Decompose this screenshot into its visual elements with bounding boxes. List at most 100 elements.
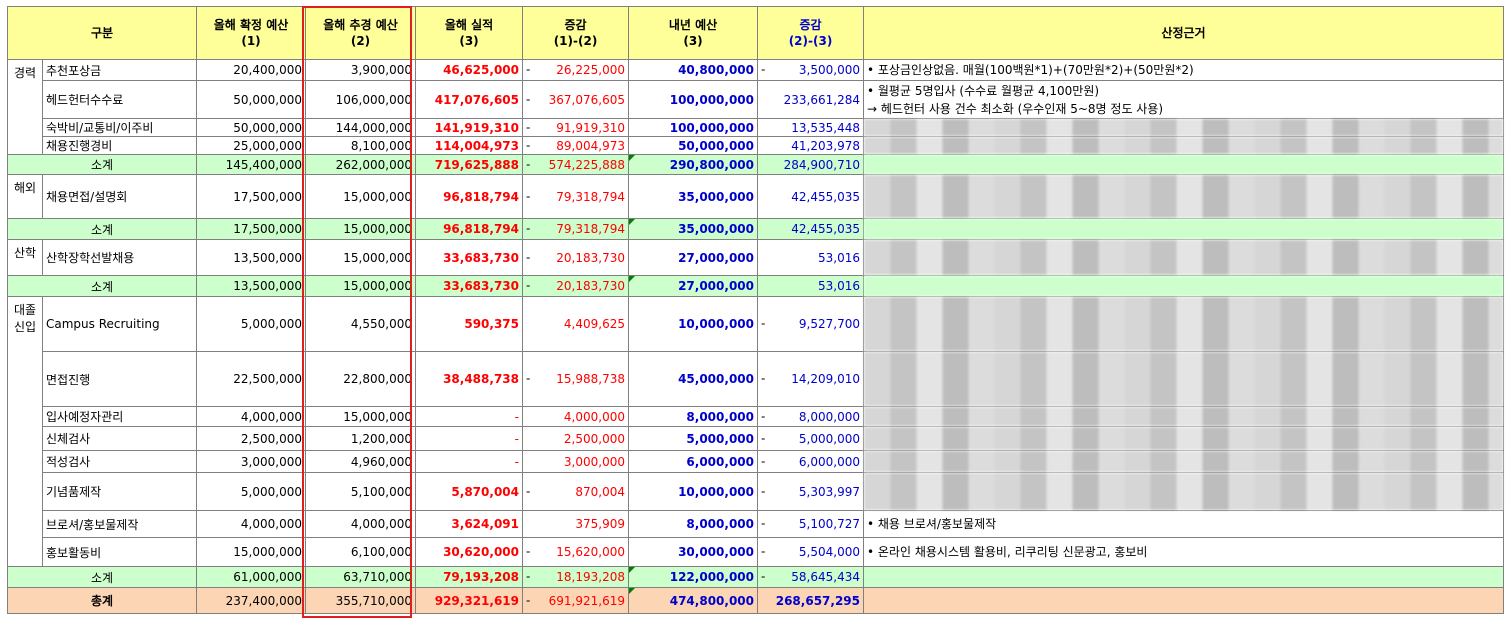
item-cell[interactable]: 홍보활동비 [42,537,197,567]
actual-cell[interactable]: 5,870,004 [415,472,523,511]
change1-cell[interactable]: 375,909 [522,510,629,538]
confirmed-cell[interactable]: 61,000,000 [196,566,306,588]
next-cell[interactable]: 474,800,000 [628,587,758,614]
change2-cell[interactable]: -8,000,000 [757,406,864,427]
header-confirmed-budget[interactable]: 올해 확정 예산 (1) [196,6,306,60]
change1-cell[interactable]: -367,076,605 [522,80,629,119]
revised-cell[interactable]: 4,960,000 [305,450,416,473]
change1-cell[interactable]: -26,225,000 [522,59,629,81]
actual-cell[interactable]: 719,625,888 [415,154,523,175]
total-row[interactable]: 총계 237,400,000 355,710,000 929,321,619 -… [7,587,1504,614]
change2-cell[interactable]: 41,203,978 [757,136,864,155]
revised-cell[interactable]: 262,000,000 [305,154,416,175]
table-row[interactable]: 입사예정자관리 4,000,000 15,000,000 - 4,000,000… [8,406,1504,427]
next-cell[interactable]: 27,000,000 [628,239,758,276]
revised-cell[interactable]: 63,710,000 [305,566,416,588]
next-cell[interactable]: 290,800,000 [628,154,758,175]
change2-cell[interactable]: -14,209,010 [757,351,864,407]
next-cell[interactable]: 10,000,000 [628,472,758,511]
change2-cell[interactable]: -6,000,000 [757,450,864,473]
category-grad[interactable]: 대졸 신입 [7,296,43,567]
header-actual[interactable]: 올해 실적 (3) [415,6,523,60]
change2-cell[interactable]: 53,016 [757,239,864,276]
next-cell[interactable]: 5,000,000 [628,426,758,451]
next-cell[interactable]: 10,000,000 [628,296,758,352]
change2-cell[interactable]: 233,661,284 [757,80,864,119]
basis-cell[interactable]: • 포상금인상없음. 매월(100백원*1)+(70만원*2)+(50만원*2) [863,59,1504,81]
item-cell[interactable]: 기념품제작 [42,472,197,511]
actual-cell[interactable]: 46,625,000 [415,59,523,81]
table-row[interactable]: 신체검사 2,500,000 1,200,000 - 2,500,000 5,0… [8,426,1504,451]
confirmed-cell[interactable]: 13,500,000 [196,275,306,297]
confirmed-cell[interactable]: 17,500,000 [196,218,306,240]
next-cell[interactable]: 8,000,000 [628,510,758,538]
item-cell[interactable]: 브로셔/홍보물제작 [42,510,197,538]
change1-cell[interactable]: -20,183,730 [522,275,629,297]
actual-cell[interactable]: 79,193,208 [415,566,523,588]
actual-cell[interactable]: 141,919,310 [415,118,523,137]
confirmed-cell[interactable]: 25,000,000 [196,136,306,155]
header-basis[interactable]: 산정근거 [863,6,1504,60]
change2-cell[interactable]: -5,504,000 [757,537,864,567]
actual-cell[interactable]: - [415,450,523,473]
change1-cell[interactable]: -91,919,310 [522,118,629,137]
change2-cell[interactable]: -5,000,000 [757,426,864,451]
change1-cell[interactable]: -691,921,619 [522,587,629,614]
header-next-budget[interactable]: 내년 예산 (3) [628,6,758,60]
confirmed-cell[interactable]: 5,000,000 [196,472,306,511]
actual-cell[interactable]: 96,818,794 [415,218,523,240]
table-row[interactable]: 면접진행 22,500,000 22,800,000 38,488,738 -1… [8,351,1504,407]
next-cell[interactable]: 40,800,000 [628,59,758,81]
revised-cell[interactable]: 22,800,000 [305,351,416,407]
basis-cell[interactable] [863,587,1504,614]
change1-cell[interactable]: -15,988,738 [522,351,629,407]
confirmed-cell[interactable]: 145,400,000 [196,154,306,175]
confirmed-cell[interactable]: 237,400,000 [196,587,306,614]
item-cell[interactable]: 헤드헌터수수료 [42,80,197,119]
change2-cell[interactable]: -5,100,727 [757,510,864,538]
change2-cell[interactable]: -58,645,434 [757,566,864,588]
confirmed-cell[interactable]: 3,000,000 [196,450,306,473]
revised-cell[interactable]: 6,100,000 [305,537,416,567]
table-row[interactable]: 산학 산학장학선발채용 13,500,000 15,000,000 33,683… [7,239,1504,276]
actual-cell[interactable]: - [415,406,523,427]
actual-cell[interactable]: 33,683,730 [415,239,523,276]
revised-cell[interactable]: 4,550,000 [305,296,416,352]
confirmed-cell[interactable]: 22,500,000 [196,351,306,407]
next-cell[interactable]: 100,000,000 [628,118,758,137]
category-overseas[interactable]: 해외 [7,174,43,219]
revised-cell[interactable]: 355,710,000 [305,587,416,614]
header-change1[interactable]: 증감 (1)-(2) [522,6,629,60]
change1-cell[interactable]: -20,183,730 [522,239,629,276]
change1-cell[interactable]: -870,004 [522,472,629,511]
category-industry[interactable]: 산학 [7,239,43,276]
change1-cell[interactable]: -89,004,973 [522,136,629,155]
change2-cell[interactable]: 284,900,710 [757,154,864,175]
revised-cell[interactable]: 4,000,000 [305,510,416,538]
actual-cell[interactable]: 38,488,738 [415,351,523,407]
change1-cell[interactable]: -574,225,888 [522,154,629,175]
item-cell[interactable]: 입사예정자관리 [42,406,197,427]
confirmed-cell[interactable]: 4,000,000 [196,406,306,427]
change1-cell[interactable]: -18,193,208 [522,566,629,588]
header-revised-budget[interactable]: 올해 추경 예산 (2) [305,6,416,60]
revised-cell[interactable]: 106,000,000 [305,80,416,119]
confirmed-cell[interactable]: 15,000,000 [196,537,306,567]
subtotal-row[interactable]: 소계 145,400,000 262,000,000 719,625,888 -… [7,154,1504,175]
revised-cell[interactable]: 8,100,000 [305,136,416,155]
subtotal-row[interactable]: 소계 61,000,000 63,710,000 79,193,208 -18,… [7,566,1504,588]
actual-cell[interactable]: 929,321,619 [415,587,523,614]
revised-cell[interactable]: 3,900,000 [305,59,416,81]
table-row[interactable]: 대졸 신입 Campus Recruiting 5,000,000 4,550,0… [7,296,1504,567]
item-cell[interactable]: Campus Recruiting [42,296,197,352]
basis-cell[interactable]: • 온라인 채용시스템 활용비, 리쿠리팅 신문광고, 홍보비 [863,537,1504,567]
change2-cell[interactable]: 42,455,035 [757,218,864,240]
basis-cell[interactable]: • 월평균 5명입사 (수수료 월평균 4,100만원) → 헤드헌터 사용 건수… [863,80,1504,119]
header-change2[interactable]: 증감 (2)-(3) [757,6,864,60]
item-cell[interactable]: 신체검사 [42,426,197,451]
next-cell[interactable]: 27,000,000 [628,275,758,297]
change1-cell[interactable]: 4,409,625 [522,296,629,352]
category-career[interactable]: 경력 [7,59,43,155]
revised-cell[interactable]: 15,000,000 [305,174,416,219]
next-cell[interactable]: 30,000,000 [628,537,758,567]
